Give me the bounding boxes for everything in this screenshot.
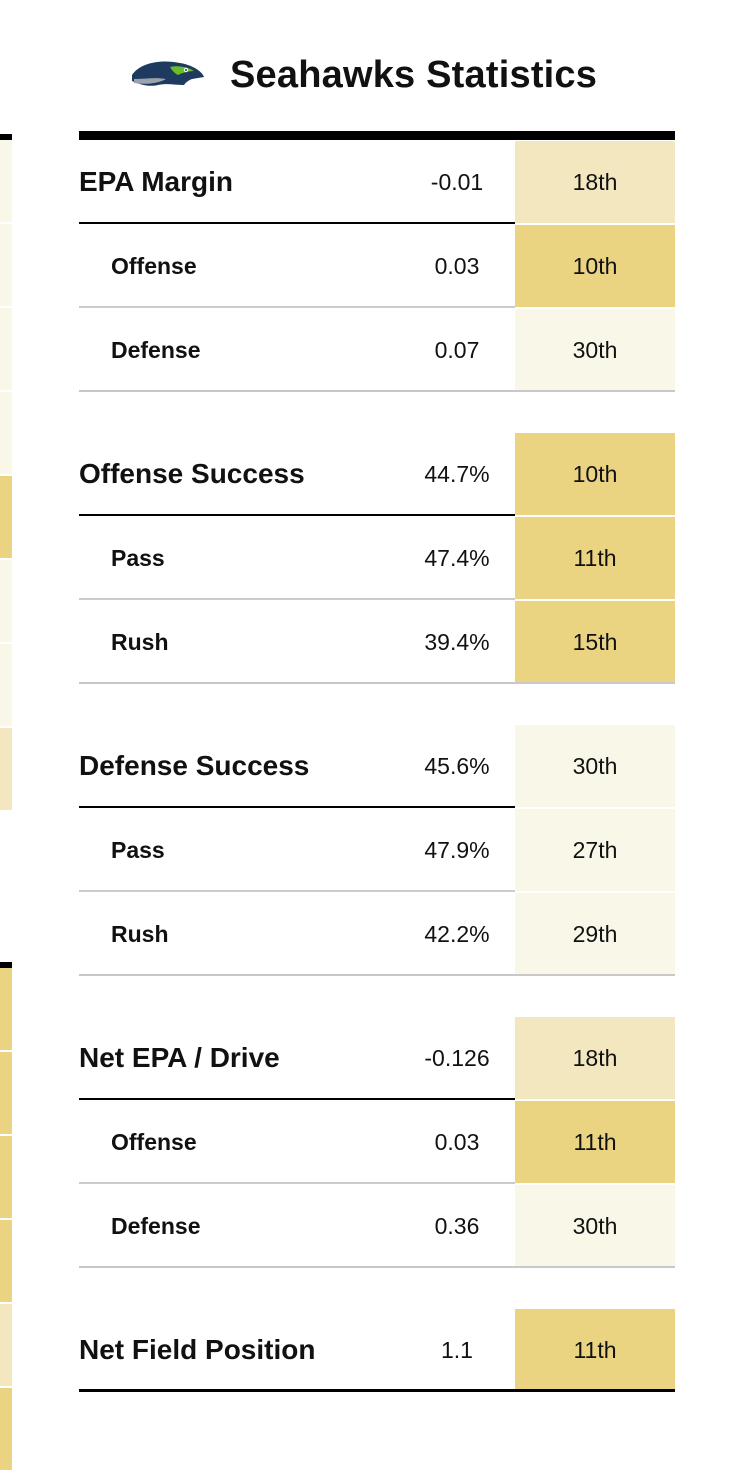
adjacent-rank-cell (0, 560, 12, 642)
stat-value: 47.9% (424, 836, 490, 863)
stat-value: 44.7% (424, 460, 490, 487)
stat-label: Rush (111, 920, 169, 947)
row-separator (79, 514, 515, 516)
stat-subrow: Offense 0.03 10th (79, 224, 675, 308)
stat-value: -0.126 (424, 1044, 490, 1071)
row-separator (79, 974, 675, 976)
row-separator (79, 598, 515, 600)
stat-value: 42.2% (424, 920, 490, 947)
row-separator (79, 1266, 675, 1268)
stat-subrow: Rush 42.2% 29th (79, 892, 675, 976)
stat-label: Pass (111, 836, 165, 863)
group-gap (79, 976, 675, 1016)
stats-table: EPA Margin -0.01 18th Offense 0.03 10th Defens… (79, 131, 675, 1392)
row-separator (79, 390, 675, 392)
stat-rank: 18th (515, 141, 675, 223)
stat-rank: 27th (515, 809, 675, 891)
stat-rank: 18th (515, 1017, 675, 1099)
stat-value: 0.03 (434, 1128, 480, 1155)
stat-subrow: Pass 47.9% 27th (79, 808, 675, 892)
row-separator (79, 1389, 675, 1392)
stat-label: Pass (111, 544, 165, 571)
stat-rank: 11th (515, 1309, 675, 1391)
adjacent-rank-cell (0, 812, 12, 894)
stat-label: Rush (111, 628, 169, 655)
stat-value: 39.4% (424, 628, 490, 655)
adjacent-rank-cell (0, 1220, 12, 1302)
adjacent-rank-cell (0, 224, 12, 306)
row-separator (79, 1098, 515, 1100)
stat-group: EPA Margin -0.01 18th Offense 0.03 10th Defens… (79, 140, 675, 392)
stat-subrow: Offense 0.03 11th (79, 1100, 675, 1184)
stat-value: -0.01 (430, 168, 484, 195)
stat-group: Defense Success 45.6% 30th Pass 47.9% 27th Rus… (79, 724, 675, 976)
row-separator (79, 890, 515, 892)
stat-rank: 11th (515, 517, 675, 599)
adjacent-rank-cell (0, 644, 12, 726)
stat-rank: 29th (515, 893, 675, 975)
stat-rank: 30th (515, 725, 675, 807)
stat-row: Offense Success 44.7% 10th (79, 432, 675, 516)
stat-subrow: Defense 0.36 30th (79, 1184, 675, 1268)
stat-label: Offense Success (79, 458, 305, 489)
stat-rank: 30th (515, 309, 675, 391)
stat-rank: 11th (515, 1101, 675, 1183)
stat-subrow: Rush 39.4% 15th (79, 600, 675, 684)
row-separator (79, 222, 515, 224)
adjacent-rank-cell (0, 140, 12, 222)
stat-label: Offense (111, 1128, 197, 1155)
adjacent-table-rule (0, 962, 12, 968)
adjacent-rank-cell (0, 476, 12, 558)
stat-label: Net EPA / Drive (79, 1042, 280, 1073)
row-separator (79, 682, 675, 684)
stat-label: Net Field Position (79, 1334, 316, 1365)
stat-rank: 10th (515, 225, 675, 307)
adjacent-rank-cell (0, 968, 12, 1050)
table-top-rule (79, 131, 675, 140)
stat-value: 0.07 (434, 336, 480, 363)
adjacent-rank-cell (0, 308, 12, 390)
stat-value: 0.36 (434, 1212, 480, 1239)
stat-group: Net Field Position 1.1 11th (79, 1308, 675, 1392)
stat-row: Net EPA / Drive -0.126 18th (79, 1016, 675, 1100)
adjacent-rank-cell (0, 1304, 12, 1386)
group-gap (79, 1268, 675, 1308)
adjacent-rank-cell (0, 1136, 12, 1218)
stat-label: Defense Success (79, 750, 310, 781)
adjacent-rank-cell (0, 728, 12, 810)
stat-value: 1.1 (441, 1336, 473, 1363)
stat-subrow: Pass 47.4% 11th (79, 516, 675, 600)
stat-row: EPA Margin -0.01 18th (79, 140, 675, 224)
row-separator (79, 306, 515, 308)
stat-row: Defense Success 45.6% 30th (79, 724, 675, 808)
stat-label: EPA Margin (79, 166, 234, 197)
stat-rank: 30th (515, 1185, 675, 1267)
stat-rank: 15th (515, 601, 675, 683)
group-gap (79, 392, 675, 432)
stat-row: Net Field Position 1.1 11th (79, 1308, 675, 1392)
stat-value: 0.03 (434, 252, 480, 279)
stat-group: Net EPA / Drive -0.126 18th Offense 0.03 11th… (79, 1016, 675, 1268)
adjacent-rank-cell (0, 392, 12, 474)
adjacent-rank-cell (0, 1388, 12, 1470)
page-title: Seahawks Statistics (230, 53, 598, 96)
stat-group: Offense Success 44.7% 10th Pass 47.4% 11th Rus… (79, 432, 675, 684)
stat-label: Defense (111, 336, 201, 363)
row-separator (79, 1182, 515, 1184)
stat-label: Defense (111, 1212, 201, 1239)
stat-subrow: Defense 0.07 30th (79, 308, 675, 392)
stat-rank: 10th (515, 433, 675, 515)
header: Seahawks Statistics (130, 50, 597, 100)
seahawks-logo-icon (132, 61, 204, 86)
row-separator (79, 806, 515, 808)
adjacent-rank-cell (0, 896, 12, 978)
group-gap (79, 684, 675, 724)
stat-value: 47.4% (424, 544, 490, 571)
adjacent-table-rule (0, 134, 12, 140)
adjacent-rank-cell (0, 1052, 12, 1134)
stat-value: 45.6% (424, 752, 490, 779)
stat-label: Offense (111, 252, 197, 279)
